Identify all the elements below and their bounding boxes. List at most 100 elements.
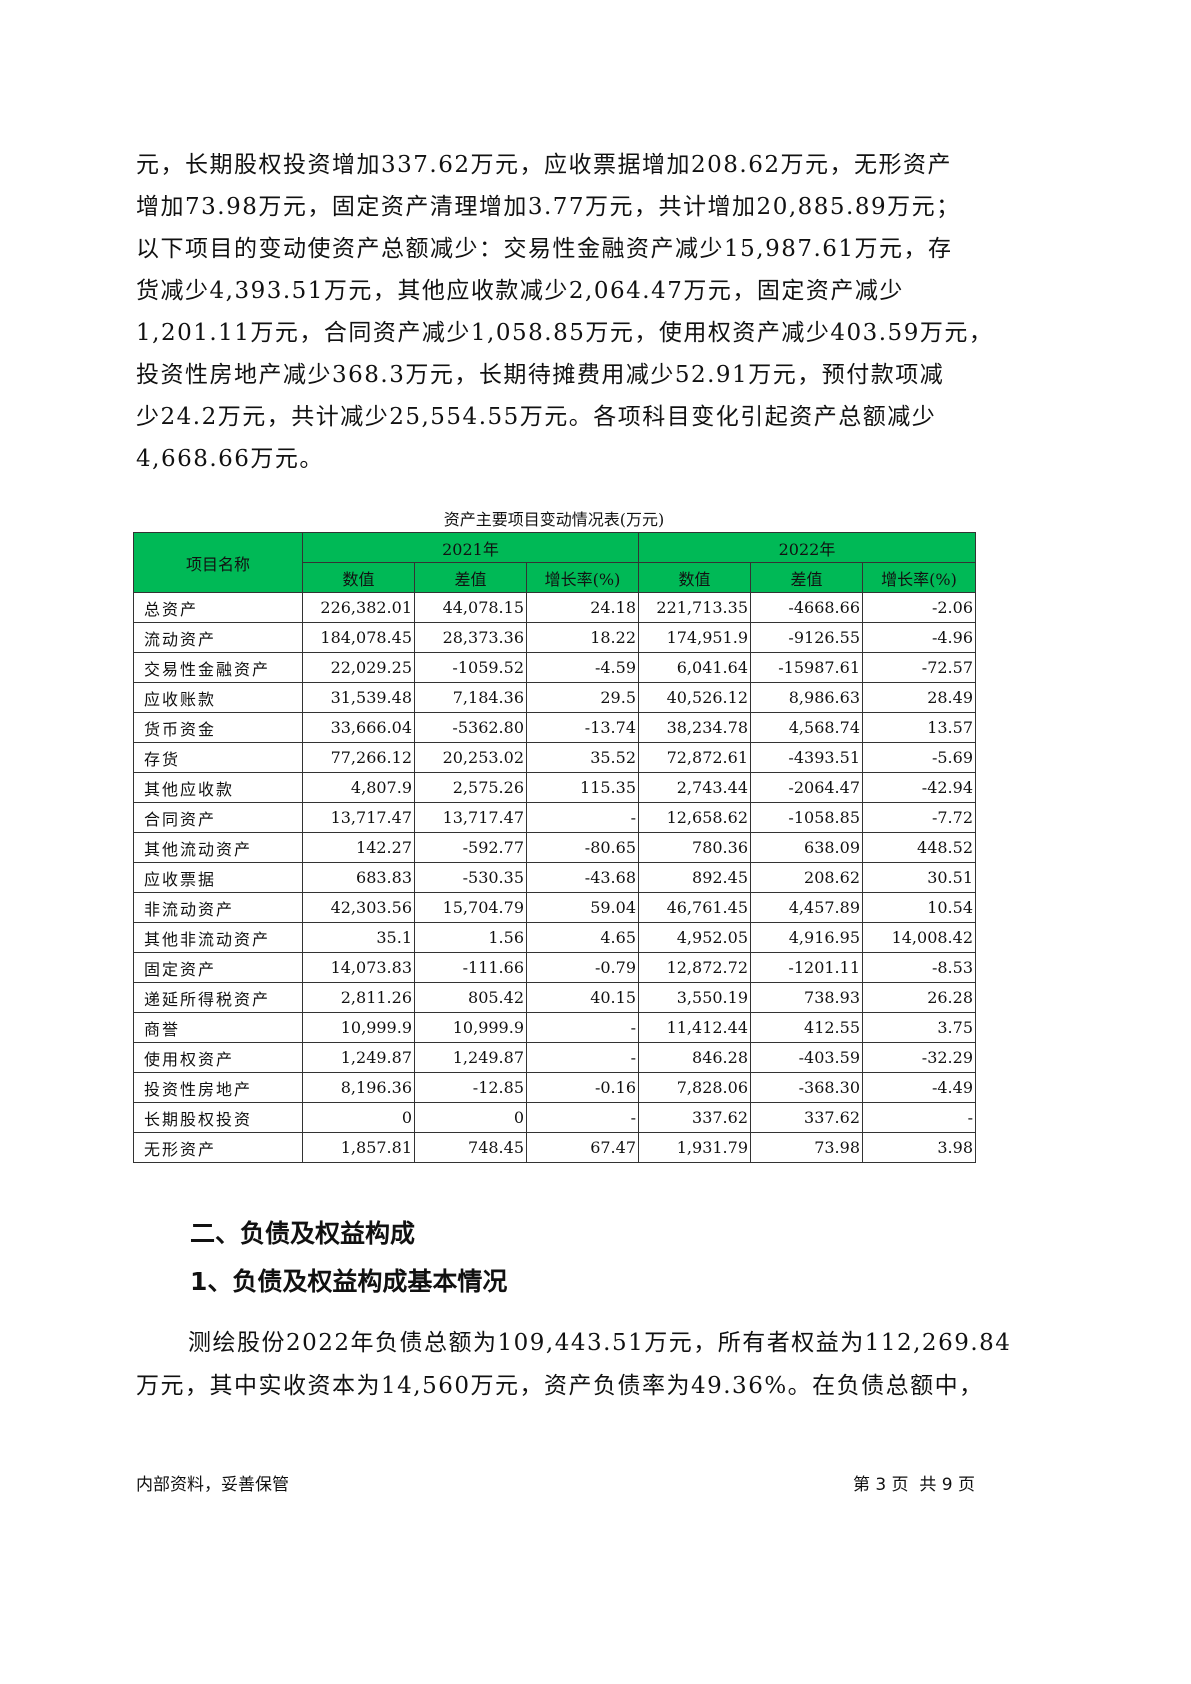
value-cell: 2,743.44 xyxy=(638,772,751,803)
value-cell: 20,253.02 xyxy=(414,742,527,773)
value-cell: 15,704.79 xyxy=(414,892,527,923)
value-cell: 8,986.63 xyxy=(750,682,863,713)
value-cell: 448.52 xyxy=(862,832,976,863)
text-line: 以下项目的变动使资产总额减少：交易性金融资产减少15,987.61万元，存 xyxy=(136,236,953,262)
table-row: 商誉 10,999.9 10,999.9-11,412.44 412.55 3.75 xyxy=(133,1012,976,1043)
table-row: 其他应收款 4,807.9 2,575.26 115.35 2,743.44 -2064.… xyxy=(133,772,976,803)
value-cell: 412.55 xyxy=(750,1012,863,1043)
value-cell: 8,196.36 xyxy=(302,1072,415,1103)
item-name-cell: 交易性金融资产 xyxy=(133,652,303,683)
value-cell: 12,872.72 xyxy=(638,952,751,983)
value-cell: 14,073.83 xyxy=(302,952,415,983)
table-row: 应收票据 683.83 -530.35 -43.68 892.45 208.62 30.51 xyxy=(133,862,976,893)
value-cell: -4.96 xyxy=(862,622,976,653)
value-cell: 35.1 xyxy=(302,922,415,953)
value-cell: 35.52 xyxy=(526,742,639,773)
value-cell: 28,373.36 xyxy=(414,622,527,653)
value-cell: 0 xyxy=(302,1102,415,1133)
section-heading: 二、负债及权益构成 xyxy=(190,1219,416,1248)
value-cell: -592.77 xyxy=(414,832,527,863)
value-cell: 72,872.61 xyxy=(638,742,751,773)
value-cell: -43.68 xyxy=(526,862,639,893)
value-cell: -1201.11 xyxy=(750,952,863,983)
item-name-cell: 其他流动资产 xyxy=(133,832,303,863)
value-cell: 4,568.74 xyxy=(750,712,863,743)
value-cell: 780.36 xyxy=(638,832,751,863)
value-cell: -1059.52 xyxy=(414,652,527,683)
value-cell: 4,952.05 xyxy=(638,922,751,953)
table-row: 货币资金 33,666.04 -5362.80 -13.74 38,234.78 4,56… xyxy=(133,712,976,743)
value-cell: 22,029.25 xyxy=(302,652,415,683)
value-cell: -368.30 xyxy=(750,1072,863,1103)
table-row: 交易性金融资产 22,029.25 -1059.52 -4.59 6,041.64 -15… xyxy=(133,652,976,683)
value-cell: 4,457.89 xyxy=(750,892,863,923)
subheader-cell: 数值 xyxy=(638,562,751,593)
value-cell: 221,713.35 xyxy=(638,592,751,623)
value-cell: 11,412.44 xyxy=(638,1012,751,1043)
value-cell: -32.29 xyxy=(862,1042,976,1073)
item-name-cell: 其他非流动资产 xyxy=(133,922,303,953)
value-cell: 13,717.47 xyxy=(302,802,415,833)
item-name-cell: 递延所得税资产 xyxy=(133,982,303,1013)
item-name-cell: 货币资金 xyxy=(133,712,303,743)
value-cell: 115.35 xyxy=(526,772,639,803)
item-name-cell: 长期股权投资 xyxy=(133,1102,303,1133)
value-cell: 846.28 xyxy=(638,1042,751,1073)
header-item-name: 项目名称 xyxy=(133,532,303,593)
item-name-cell: 商誉 xyxy=(133,1012,303,1043)
value-cell: 12,658.62 xyxy=(638,802,751,833)
value-cell: 1,857.81 xyxy=(302,1132,415,1163)
table-row: 固定资产 14,073.83 -111.66 -0.79 12,872.72 -1201.… xyxy=(133,952,976,983)
value-cell: - xyxy=(862,1102,976,1133)
subheader-cell: 差值 xyxy=(750,562,863,593)
item-name-cell: 投资性房地产 xyxy=(133,1072,303,1103)
item-name-cell: 流动资产 xyxy=(133,622,303,653)
value-cell: 208.62 xyxy=(750,862,863,893)
value-cell: 337.62 xyxy=(638,1102,751,1133)
value-cell: 805.42 xyxy=(414,982,527,1013)
item-name-cell: 无形资产 xyxy=(133,1132,303,1163)
value-cell: -12.85 xyxy=(414,1072,527,1103)
text-line: 货减少4,393.51万元，其他应收款减少2,064.47万元，固定资产减少 xyxy=(136,278,904,304)
value-cell: -8.53 xyxy=(862,952,976,983)
value-cell: 18.22 xyxy=(526,622,639,653)
value-cell: -1058.85 xyxy=(750,802,863,833)
text-line: 元，长期股权投资增加337.62万元，应收票据增加208.62万元，无形资产 xyxy=(136,152,952,178)
value-cell: 33,666.04 xyxy=(302,712,415,743)
value-cell: -2064.47 xyxy=(750,772,863,803)
footer-confidential: 内部资料，妥善保管 xyxy=(136,1475,289,1495)
value-cell: 1,931.79 xyxy=(638,1132,751,1163)
value-cell: 4,916.95 xyxy=(750,922,863,953)
item-name-cell: 应收账款 xyxy=(133,682,303,713)
item-name-cell: 合同资产 xyxy=(133,802,303,833)
value-cell: 13.57 xyxy=(862,712,976,743)
value-cell: -111.66 xyxy=(414,952,527,983)
value-cell: 77,266.12 xyxy=(302,742,415,773)
header-year-2022: 2022年 xyxy=(638,532,976,563)
item-name-cell: 总资产 xyxy=(133,592,303,623)
value-cell: 2,575.26 xyxy=(414,772,527,803)
value-cell: 10,999.9 xyxy=(302,1012,415,1043)
value-cell: 174,951.9 xyxy=(638,622,751,653)
table-row: 存货 77,266.12 20,253.02 35.52 72,872.61 -4393.… xyxy=(133,742,976,773)
value-cell: 4.65 xyxy=(526,922,639,953)
item-name-cell: 固定资产 xyxy=(133,952,303,983)
value-cell: -42.94 xyxy=(862,772,976,803)
value-cell: 1,249.87 xyxy=(414,1042,527,1073)
value-cell: 1,249.87 xyxy=(302,1042,415,1073)
value-cell: -80.65 xyxy=(526,832,639,863)
subheader-cell: 数值 xyxy=(302,562,415,593)
item-name-cell: 其他应收款 xyxy=(133,772,303,803)
value-cell: 142.27 xyxy=(302,832,415,863)
value-cell: - xyxy=(526,802,639,833)
table-row: 总资产 226,382.01 44,078.15 24.18 221,713.35 -46… xyxy=(133,592,976,623)
table-row: 投资性房地产 8,196.36 -12.85 -0.16 7,828.06 -368.30… xyxy=(133,1072,976,1103)
value-cell: 184,078.45 xyxy=(302,622,415,653)
value-cell: 10.54 xyxy=(862,892,976,923)
item-name-cell: 使用权资产 xyxy=(133,1042,303,1073)
value-cell: 38,234.78 xyxy=(638,712,751,743)
value-cell: 30.51 xyxy=(862,862,976,893)
value-cell: -7.72 xyxy=(862,802,976,833)
value-cell: 683.83 xyxy=(302,862,415,893)
value-cell: - xyxy=(526,1012,639,1043)
